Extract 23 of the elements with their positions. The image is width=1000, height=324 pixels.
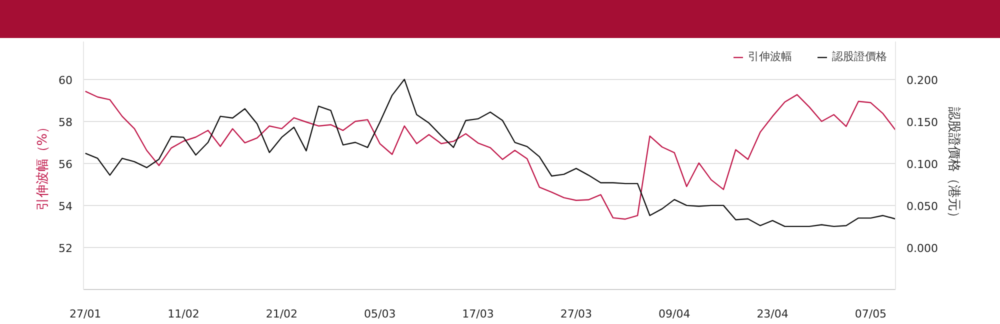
y-tick-label: 60: [58, 74, 73, 87]
y2-tick-label: 0.000: [906, 242, 938, 255]
x-tick-label: 09/04: [658, 308, 690, 320]
y-tick-label: 54: [58, 200, 73, 213]
legend-label: 認股證價格: [832, 49, 887, 64]
x-tick-label: 07/05: [854, 308, 887, 320]
x-tick-label: 05/03: [364, 308, 396, 320]
x-tick-label: 23/04: [756, 308, 788, 320]
x-tick-label: 27/03: [560, 308, 592, 320]
y2-tick-label: 0.050: [906, 200, 938, 213]
x-tick-label: 17/03: [462, 308, 494, 320]
y-tick-label: 52: [58, 242, 73, 255]
y-axis-title: 引伸波幅（%）: [36, 120, 51, 211]
x-tick-label: 27/01: [69, 308, 102, 320]
y-tick-label: 56: [58, 158, 73, 171]
y2-tick-label: 0.200: [906, 74, 938, 87]
x-tick-label: 11/02: [168, 308, 200, 320]
x-tick-label: 21/02: [266, 308, 298, 320]
legend-label: 引伸波幅: [748, 49, 792, 64]
y2-tick-label: 0.150: [906, 116, 938, 129]
y2-tick-label: 0.100: [906, 158, 938, 171]
y2-axis-title: 認股證價格（港元）: [946, 107, 961, 224]
y-tick-label: 58: [58, 116, 73, 129]
